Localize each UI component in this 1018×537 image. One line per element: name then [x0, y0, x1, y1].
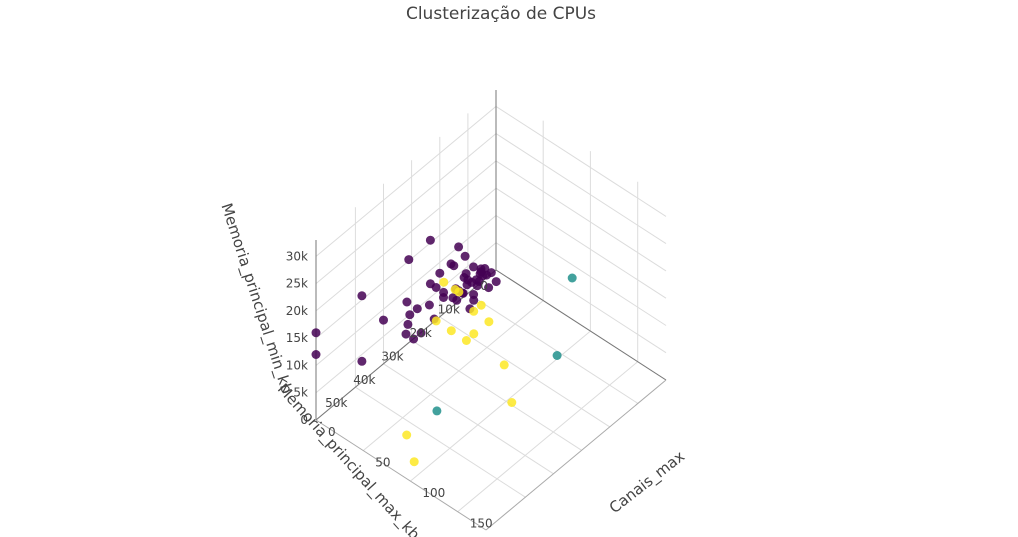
- data-point[interactable]: [446, 326, 456, 336]
- z-tick-label: 25k: [286, 277, 308, 291]
- data-point[interactable]: [404, 255, 414, 265]
- wall-grid-line: [315, 187, 497, 339]
- floor-edge-line: [485, 379, 667, 531]
- wall-grid-line: [495, 242, 667, 354]
- data-point[interactable]: [469, 329, 479, 339]
- x-tick-label: 150: [470, 517, 493, 531]
- floor-edge-line: [315, 419, 487, 531]
- floor-grid-line: [457, 361, 639, 513]
- tick-layer: 0 50 100 150 0 10k 20k 30k 40k 50k 0 5k 10k 15k 20k 25k…: [286, 249, 493, 530]
- wall-grid-line: [315, 215, 497, 366]
- data-point[interactable]: [439, 287, 449, 297]
- data-point[interactable]: [461, 336, 471, 345]
- floor-grid-line: [467, 292, 639, 404]
- x-tick-label: 50: [375, 456, 390, 470]
- data-point[interactable]: [435, 268, 445, 278]
- data-point[interactable]: [454, 242, 464, 252]
- data-point[interactable]: [432, 406, 442, 416]
- z-axis-title: Memoria_principal_min_kb: [216, 201, 296, 396]
- data-point[interactable]: [405, 310, 415, 320]
- y-tick-label: 10k: [438, 302, 460, 316]
- data-point[interactable]: [507, 398, 517, 407]
- axis-layer: [315, 90, 667, 531]
- data-point[interactable]: [469, 306, 479, 316]
- x-axis-line: [495, 269, 667, 381]
- data-point[interactable]: [499, 360, 509, 370]
- z-tick-label: 10k: [286, 359, 308, 373]
- grid-layer: [315, 90, 667, 513]
- data-point[interactable]: [467, 277, 477, 287]
- data-point[interactable]: [474, 277, 484, 286]
- z-tick-label: 0: [300, 413, 308, 427]
- data-point[interactable]: [476, 300, 486, 310]
- floor-grid-line: [383, 363, 554, 475]
- data-point[interactable]: [424, 300, 434, 310]
- data-point[interactable]: [452, 295, 462, 305]
- data-point[interactable]: [425, 235, 435, 245]
- data-point[interactable]: [357, 291, 367, 301]
- data-point[interactable]: [431, 283, 441, 292]
- data-point[interactable]: [412, 304, 422, 314]
- wall-grid-line: [495, 160, 667, 272]
- data-point[interactable]: [469, 262, 478, 272]
- floor-grid-line: [362, 300, 544, 451]
- wall-grid-line: [315, 242, 497, 394]
- floor-grid-line: [355, 386, 526, 498]
- data-point[interactable]: [454, 287, 464, 297]
- data-point[interactable]: [402, 430, 412, 440]
- y-tick-label: 20k: [410, 326, 432, 340]
- data-point[interactable]: [460, 251, 470, 261]
- y-tick-label: 40k: [353, 373, 375, 387]
- data-point[interactable]: [476, 267, 486, 277]
- data-point[interactable]: [439, 277, 449, 287]
- data-point[interactable]: [431, 316, 441, 326]
- data-point[interactable]: [416, 328, 426, 338]
- y-tick-label: 0: [480, 279, 488, 293]
- z-tick-label: 5k: [293, 386, 308, 400]
- data-point[interactable]: [552, 351, 562, 360]
- floor-grid-line: [411, 339, 582, 451]
- data-point[interactable]: [357, 356, 367, 366]
- wall-grid-line: [495, 215, 667, 326]
- chart-title: Clusterização de CPUs: [405, 4, 597, 24]
- data-point[interactable]: [567, 273, 577, 283]
- data-point[interactable]: [469, 295, 479, 305]
- data-point[interactable]: [379, 315, 388, 325]
- z-tick-label: 20k: [286, 304, 308, 318]
- data-point[interactable]: [311, 350, 321, 359]
- data-point[interactable]: [402, 297, 412, 307]
- data-point[interactable]: [449, 261, 459, 271]
- z-tick-label: 15k: [286, 331, 308, 345]
- y-tick-label: 50k: [325, 396, 347, 410]
- data-point[interactable]: [484, 317, 494, 327]
- data-point[interactable]: [491, 277, 501, 287]
- data-point[interactable]: [401, 329, 411, 339]
- y-axis-title: Memoria_principal_max_kb: [273, 380, 423, 537]
- y-tick-label: 30k: [381, 349, 403, 363]
- points-layer[interactable]: [311, 235, 577, 467]
- x-tick-label: 100: [422, 486, 445, 500]
- x-tick-label: 0: [328, 425, 336, 439]
- data-point[interactable]: [484, 283, 494, 293]
- data-point[interactable]: [409, 334, 419, 344]
- wall-grid-line: [315, 106, 497, 257]
- wall-grid-line: [495, 133, 667, 245]
- data-point[interactable]: [311, 328, 321, 338]
- data-point[interactable]: [409, 457, 419, 467]
- z-tick-label: 30k: [286, 249, 308, 263]
- data-point[interactable]: [461, 269, 471, 279]
- floor-grid-line: [439, 316, 611, 428]
- wall-grid-line: [495, 187, 667, 299]
- wall-grid-line: [315, 160, 497, 312]
- x-axis-title: Canais_max: [606, 447, 689, 518]
- floor-grid-line: [410, 330, 591, 482]
- wall-grid-line: [495, 105, 667, 217]
- wall-grid-line: [315, 133, 497, 284]
- data-point[interactable]: [403, 319, 413, 329]
